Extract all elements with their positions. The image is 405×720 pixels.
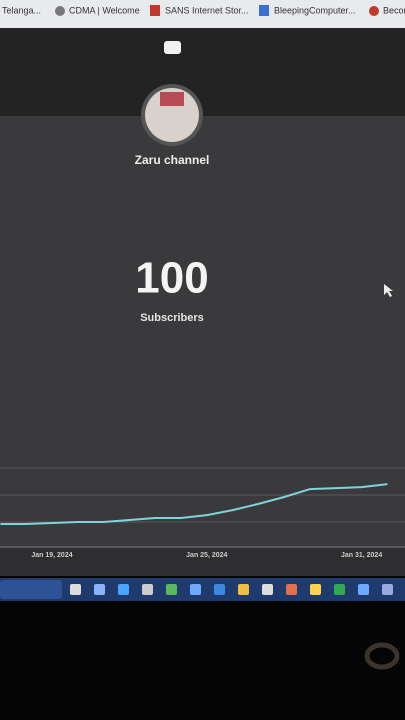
- taskbar-icon[interactable]: [334, 584, 345, 595]
- bookmarks-bar: [0, 0, 405, 28]
- taskbar-icon[interactable]: [358, 584, 369, 595]
- x-tick-label: Jan 31, 2024: [341, 552, 382, 559]
- bookmark[interactable]: CDMA | Welcome: [69, 5, 140, 15]
- subscriber-count: 100: [135, 254, 208, 303]
- taskbar-icon[interactable]: [142, 584, 153, 595]
- taskbar-icon[interactable]: [190, 584, 201, 595]
- line-series: [0, 483, 388, 525]
- bookmark[interactable]: BleepingComputer...: [274, 5, 356, 15]
- taskbar-icon[interactable]: [166, 584, 177, 595]
- taskbar-icon[interactable]: [70, 584, 81, 595]
- channel-name: Zaru channel: [135, 153, 210, 167]
- avatar-detail: [160, 92, 184, 106]
- bookmark[interactable]: Becon: [383, 5, 405, 15]
- cursor: [384, 284, 393, 297]
- axis-area: [0, 548, 405, 576]
- bookmark[interactable]: Telanga...: [2, 5, 41, 15]
- taskbar-icons: [70, 584, 393, 595]
- subscriber-label: Subscribers: [140, 312, 204, 324]
- taskbar: [0, 578, 405, 601]
- x-tick-label: Jan 25, 2024: [186, 552, 227, 559]
- bookmark[interactable]: SANS Internet Stor...: [165, 5, 249, 15]
- x-tick-label: Jan 19, 2024: [31, 552, 72, 559]
- bookmark-icon: [259, 5, 269, 16]
- taskbar-icon[interactable]: [286, 584, 297, 595]
- youtube-icon: [164, 41, 181, 54]
- content-area: [0, 116, 405, 548]
- taskbar-icon[interactable]: [262, 584, 273, 595]
- bookmark-icon: [369, 6, 379, 16]
- bookmark-icon: [150, 5, 160, 16]
- taskbar-icon[interactable]: [382, 584, 393, 595]
- taskbar-icon[interactable]: [94, 584, 105, 595]
- taskbar-icon[interactable]: [310, 584, 321, 595]
- reflection: [364, 642, 400, 670]
- bookmark-icon: [55, 6, 65, 16]
- taskbar-icon[interactable]: [118, 584, 129, 595]
- header-band: [0, 28, 405, 116]
- taskbar-search[interactable]: [0, 580, 62, 599]
- taskbar-icon[interactable]: [238, 584, 249, 595]
- chart: Jan 19, 2024 Jan 25, 2024 Jan 31, 2024: [0, 483, 388, 559]
- avatar[interactable]: [145, 88, 199, 142]
- taskbar-icon[interactable]: [214, 584, 225, 595]
